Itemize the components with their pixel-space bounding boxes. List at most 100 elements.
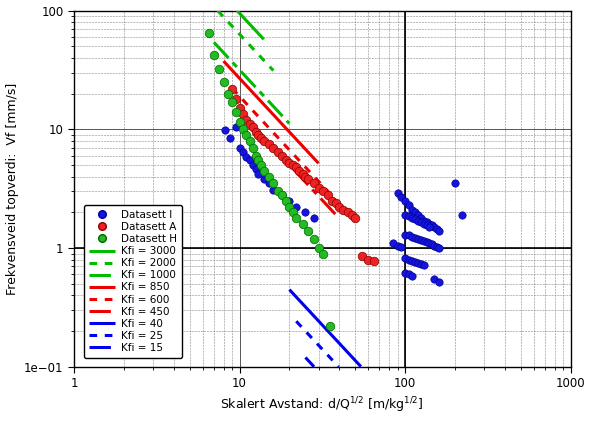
Point (204, 29, 213, 36)
Point (220, 127, 230, 134)
Point (404, 232, 413, 239)
Point (242, 154, 251, 161)
Point (407, 206, 417, 213)
Point (248, 144, 258, 151)
Point (259, 138, 268, 144)
Point (369, 258, 379, 264)
Point (298, 221, 307, 227)
Point (259, 167, 268, 174)
Point (238, 148, 248, 155)
Point (256, 162, 266, 168)
Point (309, 180, 319, 187)
Point (231, 96, 241, 102)
Point (245, 138, 254, 144)
Point (397, 194, 406, 200)
Point (424, 224, 434, 231)
Point (410, 216, 420, 223)
Point (319, 188, 328, 195)
Point (343, 209, 352, 216)
Point (410, 234, 420, 241)
Point (407, 214, 417, 221)
Point (223, 90, 233, 97)
Point (285, 160, 294, 166)
Point (226, 134, 235, 141)
Point (269, 187, 278, 193)
Point (434, 278, 444, 285)
Point (264, 173, 274, 180)
Point (323, 192, 332, 198)
Point (231, 109, 241, 115)
Point (407, 233, 417, 240)
Point (404, 256, 413, 263)
Point (404, 271, 413, 278)
Point (427, 222, 437, 229)
Point (301, 209, 310, 216)
Point (430, 224, 439, 231)
Point (422, 239, 431, 245)
Point (327, 197, 336, 204)
Point (245, 157, 254, 163)
Point (254, 157, 263, 163)
Point (414, 235, 423, 242)
Point (242, 131, 251, 138)
Point (404, 213, 413, 220)
Point (277, 192, 287, 198)
Point (238, 110, 248, 117)
Point (400, 231, 410, 238)
Point (254, 171, 263, 177)
Point (417, 219, 426, 226)
Point (281, 157, 290, 163)
Point (407, 273, 417, 280)
Point (235, 144, 244, 151)
Point (235, 105, 244, 112)
Point (273, 148, 282, 155)
Point (314, 245, 323, 251)
Point (219, 79, 228, 85)
Point (424, 240, 434, 247)
Point (309, 235, 319, 242)
Point (248, 123, 258, 130)
Point (363, 256, 373, 263)
Point (291, 214, 301, 221)
Point (335, 204, 344, 211)
Point (314, 185, 323, 192)
Point (319, 250, 328, 257)
Point (245, 121, 254, 128)
Point (238, 126, 248, 133)
Point (304, 227, 313, 234)
Point (228, 85, 237, 92)
Point (273, 188, 282, 195)
Point (338, 206, 348, 213)
Point (231, 123, 241, 130)
Point (417, 261, 426, 268)
Point (288, 209, 298, 216)
Point (358, 253, 367, 260)
Point (348, 212, 357, 218)
Point (400, 197, 410, 204)
Point (419, 237, 428, 244)
Point (419, 262, 428, 269)
Point (407, 258, 417, 264)
Point (430, 242, 439, 249)
Point (264, 141, 274, 147)
Legend: Datasett I, Datasett A, Datasett H, Kfi = 3000, Kfi = 2000, Kfi = 1000, Kfi = 85: Datasett I, Datasett A, Datasett H, Kfi … (84, 205, 182, 358)
Point (298, 171, 307, 177)
Point (269, 144, 278, 151)
Point (410, 209, 420, 216)
Point (256, 134, 266, 141)
Point (414, 217, 423, 224)
Point (242, 117, 251, 123)
Point (417, 236, 426, 243)
Point (389, 240, 398, 247)
Point (214, 66, 223, 73)
Point (457, 212, 466, 218)
Point (419, 221, 428, 227)
Point (325, 323, 335, 330)
Point (264, 180, 274, 187)
Point (393, 190, 402, 197)
Point (291, 204, 301, 211)
X-axis label: Skalert Avstand: d/Q$^{1/2}$ [m/kg$^{1/2}$]: Skalert Avstand: d/Q$^{1/2}$ [m/kg$^{1/2… (220, 396, 424, 416)
Point (414, 212, 423, 218)
Point (295, 167, 304, 174)
Point (450, 180, 460, 187)
